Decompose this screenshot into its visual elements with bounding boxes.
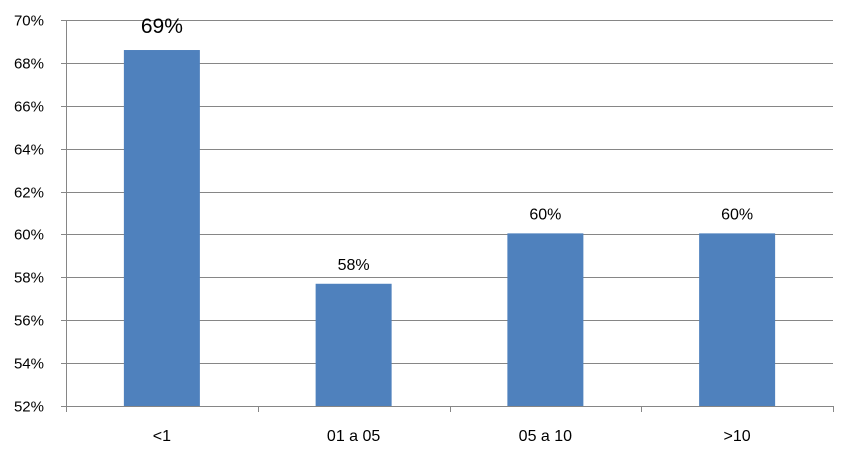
x-tick-label: 05 a 10	[519, 428, 572, 445]
y-tick-label: 68%	[14, 56, 44, 73]
y-tick-label: 56%	[14, 313, 44, 330]
bars	[123, 50, 776, 407]
y-tick-label: 66%	[14, 99, 44, 116]
data-label: 69%	[141, 15, 183, 38]
y-tick-labels: 52% 54% 56% 58% 60% 62% 64% 66% 68% 70%	[14, 13, 44, 416]
y-tick-label: 54%	[14, 356, 44, 373]
data-labels: 69% 58% 60% 60%	[141, 15, 753, 274]
x-tick-labels: <1 01 a 05 05 a 10 >10	[153, 428, 751, 445]
y-tick-label: 70%	[14, 13, 44, 30]
y-tick-label: 64%	[14, 142, 44, 159]
data-label: 60%	[721, 206, 753, 223]
bar	[123, 50, 200, 407]
x-tick-label: <1	[153, 428, 171, 445]
bar	[507, 233, 584, 406]
x-tick-label: >10	[724, 428, 751, 445]
axes	[61, 20, 834, 412]
data-label: 58%	[338, 257, 370, 274]
bar	[699, 233, 776, 406]
data-label: 60%	[529, 206, 561, 223]
y-tick-label: 58%	[14, 270, 44, 287]
y-tick-label: 60%	[14, 227, 44, 244]
bar	[315, 283, 392, 406]
y-tick-label: 62%	[14, 185, 44, 202]
y-tick-label: 52%	[14, 399, 44, 416]
x-tick-label: 01 a 05	[327, 428, 380, 445]
